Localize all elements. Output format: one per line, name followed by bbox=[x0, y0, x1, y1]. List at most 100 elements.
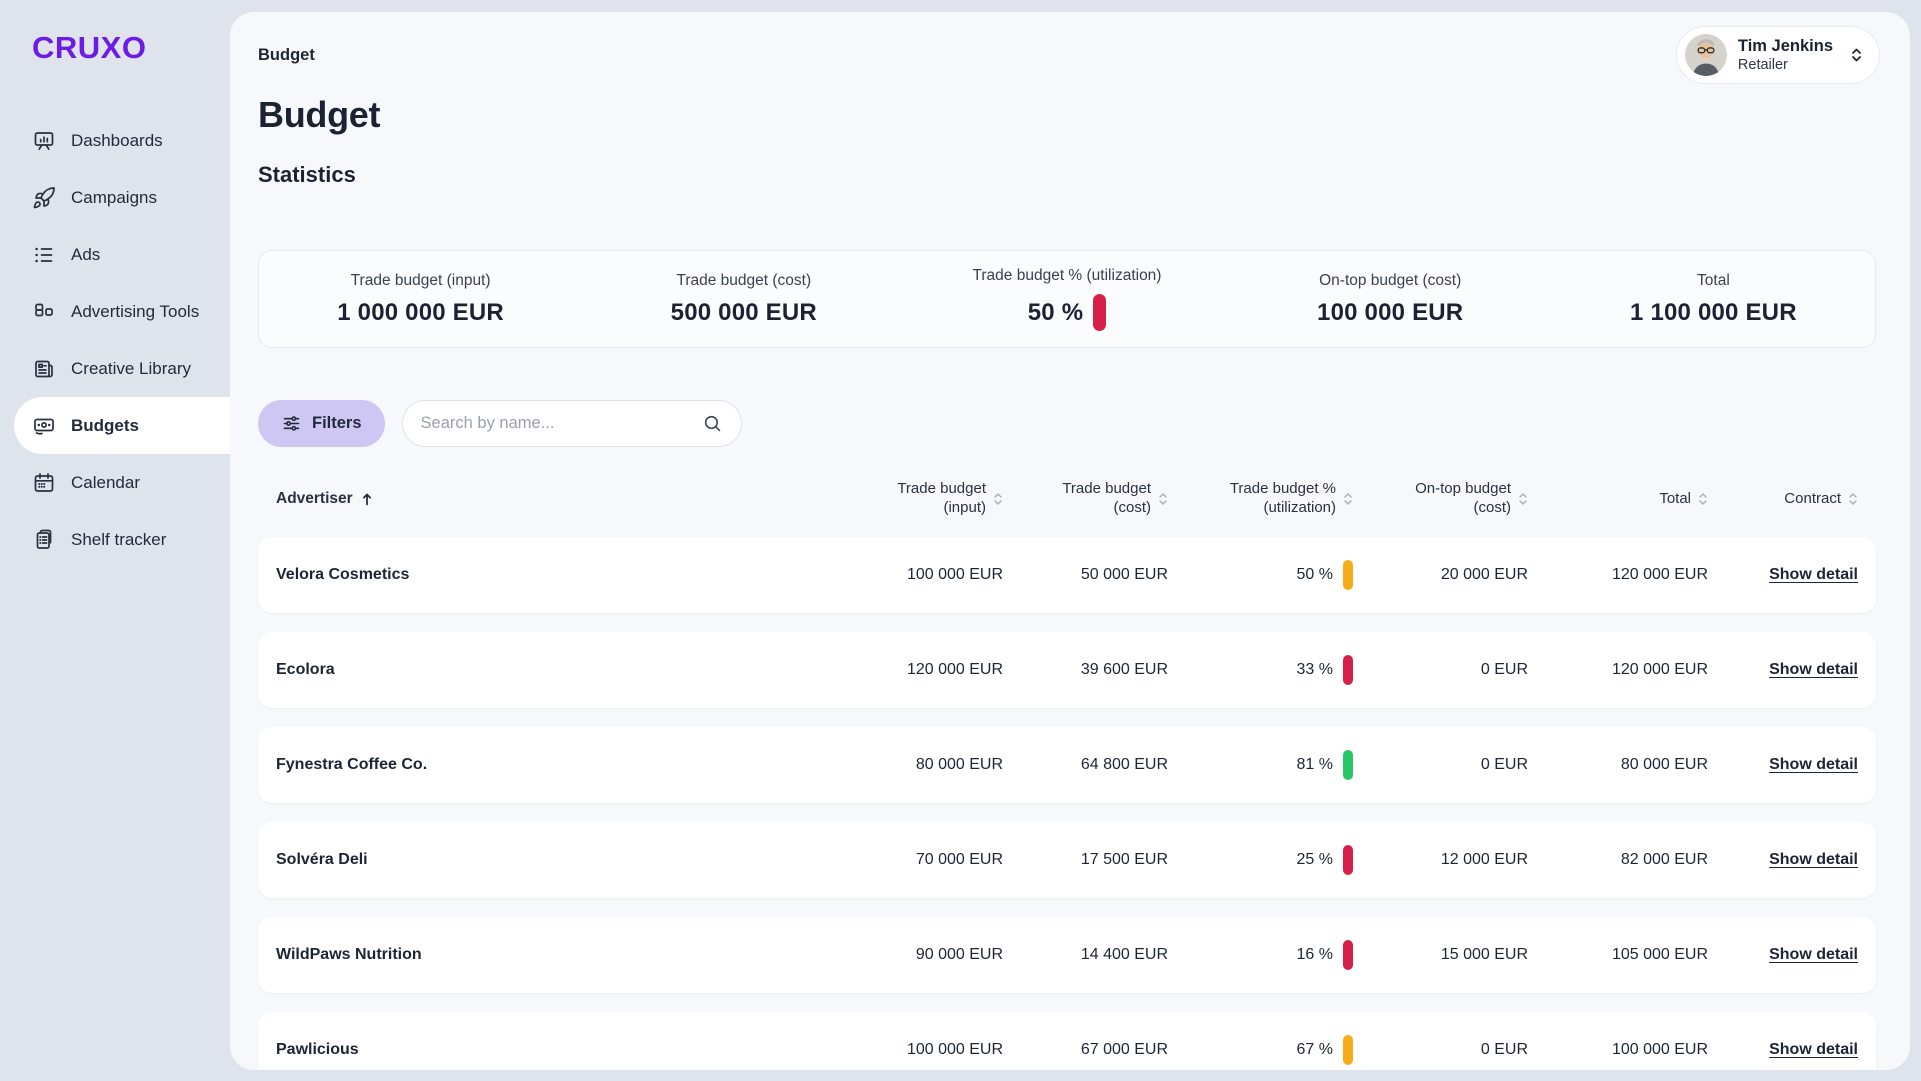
sidebar-item-calendar[interactable]: Calendar bbox=[0, 454, 230, 511]
utilization-value: 25 % bbox=[1296, 851, 1333, 868]
sidebar-item-creative-library[interactable]: Creative Library bbox=[0, 340, 230, 397]
sort-chevrons-icon bbox=[993, 491, 1003, 507]
cell-contract: Show detail bbox=[1708, 756, 1858, 774]
sidebar-item-label: Ads bbox=[71, 244, 101, 264]
sidebar-item-ads[interactable]: Ads bbox=[0, 226, 230, 283]
creative-library-icon bbox=[32, 357, 56, 381]
cell-total: 105 000 EUR bbox=[1611, 946, 1708, 963]
cell-contract: Show detail bbox=[1708, 946, 1858, 964]
column-header-trade-budget-utilization[interactable]: Trade budget % (utilization) bbox=[1168, 480, 1353, 518]
cell-utilization: 81 % bbox=[1168, 750, 1353, 780]
column-header-advertiser[interactable]: Advertiser bbox=[276, 489, 838, 508]
utilization-indicator bbox=[1343, 560, 1353, 590]
stat-value: 50 % bbox=[1027, 298, 1084, 326]
cell-total: 100 000 EUR bbox=[1611, 1041, 1708, 1058]
advertising-tools-icon bbox=[32, 300, 56, 324]
show-detail-link[interactable]: Show detail bbox=[1769, 1041, 1858, 1058]
cell-utilization: 50 % bbox=[1168, 560, 1353, 590]
show-detail-link[interactable]: Show detail bbox=[1769, 661, 1858, 678]
statistics-card: Trade budget (input) 1 000 000 EUR Trade… bbox=[258, 250, 1876, 348]
breadcrumb: Budget bbox=[258, 45, 315, 64]
sidebar-item-label: Creative Library bbox=[71, 358, 191, 378]
stat-item-on-top-budget-cost: On-top budget (cost) 100 000 EUR bbox=[1229, 272, 1552, 327]
sidebar: CRUXO Dashboards Campaigns Ads Advertisi… bbox=[0, 0, 230, 1081]
stat-item-trade-budget-cost: Trade budget (cost) 500 000 EUR bbox=[582, 272, 905, 327]
column-header-trade-budget-input[interactable]: Trade budget (input) bbox=[838, 480, 1003, 518]
statistics-heading: Statistics bbox=[258, 162, 356, 187]
sidebar-item-shelf-tracker[interactable]: Shelf tracker bbox=[0, 511, 230, 568]
sidebar-item-advertising-tools[interactable]: Advertising Tools bbox=[0, 283, 230, 340]
content: Budget Statistics Trade budget (input) 1… bbox=[230, 94, 1910, 1070]
cell-ontop-budget: 0 EUR bbox=[1480, 756, 1528, 773]
show-detail-link[interactable]: Show detail bbox=[1769, 851, 1858, 868]
cell-utilization: 25 % bbox=[1168, 845, 1353, 875]
search-icon bbox=[702, 413, 723, 434]
table-body: Velora Cosmetics 100 000 EUR 50 000 EUR … bbox=[258, 537, 1876, 1070]
cell-trade-budget-input: 80 000 EUR bbox=[915, 756, 1003, 773]
utilization-value: 33 % bbox=[1296, 661, 1333, 678]
page-title: Budget bbox=[258, 94, 381, 135]
utilization-indicator bbox=[1343, 655, 1353, 685]
cell-ontop-budget: 0 EUR bbox=[1480, 661, 1528, 678]
cell-advertiser: Pawlicious bbox=[276, 1041, 359, 1058]
cell-ontop-budget: 15 000 EUR bbox=[1440, 946, 1528, 963]
user-menu[interactable]: Tim Jenkins Retailer bbox=[1675, 26, 1880, 84]
cell-advertiser: Fynestra Coffee Co. bbox=[276, 756, 428, 773]
stat-label: Total bbox=[1697, 271, 1730, 289]
show-detail-link[interactable]: Show detail bbox=[1769, 756, 1858, 773]
sidebar-item-campaigns[interactable]: Campaigns bbox=[0, 169, 230, 226]
table-toolbar: Filters bbox=[258, 400, 1876, 447]
sort-chevrons-icon bbox=[1518, 491, 1528, 507]
table-row-fynestra-coffee-co: Fynestra Coffee Co. 80 000 EUR 64 800 EU… bbox=[258, 727, 1876, 803]
cell-advertiser: Solvéra Deli bbox=[276, 851, 368, 868]
cell-ontop-budget: 20 000 EUR bbox=[1440, 566, 1528, 583]
search-input[interactable] bbox=[420, 414, 702, 433]
table-row-solv-ra-deli: Solvéra Deli 70 000 EUR 17 500 EUR 25 % … bbox=[258, 822, 1876, 898]
cell-advertiser: Velora Cosmetics bbox=[276, 566, 410, 583]
cell-contract: Show detail bbox=[1708, 851, 1858, 869]
utilization-value: 81 % bbox=[1296, 756, 1333, 773]
cell-utilization: 16 % bbox=[1168, 940, 1353, 970]
stat-value: 1 100 000 EUR bbox=[1630, 298, 1797, 326]
cell-total: 82 000 EUR bbox=[1620, 851, 1708, 868]
utilization-indicator bbox=[1343, 1035, 1353, 1065]
utilization-value: 67 % bbox=[1296, 1041, 1333, 1058]
stat-value: 1 000 000 EUR bbox=[337, 298, 504, 326]
table-row-wildpaws-nutrition: WildPaws Nutrition 90 000 EUR 14 400 EUR… bbox=[258, 917, 1876, 993]
cell-trade-budget-cost: 17 500 EUR bbox=[1080, 851, 1168, 868]
cell-total: 120 000 EUR bbox=[1611, 566, 1708, 583]
column-header-total[interactable]: Total bbox=[1528, 490, 1708, 509]
cell-utilization: 33 % bbox=[1168, 655, 1353, 685]
sidebar-item-label: Budgets bbox=[71, 415, 139, 435]
cell-advertiser: Ecolora bbox=[276, 661, 335, 678]
utilization-indicator bbox=[1343, 750, 1353, 780]
calendar-icon bbox=[32, 471, 56, 495]
sidebar-item-budgets[interactable]: Budgets bbox=[14, 397, 230, 454]
show-detail-link[interactable]: Show detail bbox=[1769, 946, 1858, 963]
stat-value: 100 000 EUR bbox=[1317, 298, 1464, 326]
cell-trade-budget-cost: 14 400 EUR bbox=[1080, 946, 1168, 963]
table-header: Advertiser Trade budget (input) Trade bu… bbox=[258, 471, 1876, 527]
sort-chevrons-icon bbox=[1158, 491, 1168, 507]
budgets-icon bbox=[32, 414, 56, 438]
cell-contract: Show detail bbox=[1708, 566, 1858, 584]
cell-contract: Show detail bbox=[1708, 1041, 1858, 1059]
column-header-ontop-budget[interactable]: On-top budget (cost) bbox=[1353, 480, 1528, 518]
column-header-trade-budget-cost[interactable]: Trade budget (cost) bbox=[1003, 480, 1168, 518]
sort-chevrons-icon bbox=[1848, 491, 1858, 507]
user-role: Retailer bbox=[1737, 57, 1788, 74]
sidebar-item-label: Advertising Tools bbox=[71, 301, 200, 321]
stat-item-trade-budget-utilization: Trade budget % (utilization) 50 % bbox=[905, 267, 1228, 331]
shelf-tracker-icon bbox=[32, 528, 56, 552]
sidebar-item-label: Campaigns bbox=[71, 187, 157, 207]
cell-trade-budget-input: 100 000 EUR bbox=[906, 1041, 1003, 1058]
filters-button[interactable]: Filters bbox=[258, 400, 385, 447]
column-header-contract[interactable]: Contract bbox=[1708, 490, 1858, 509]
sidebar-item-label: Dashboards bbox=[71, 130, 163, 150]
sidebar-item-dashboards[interactable]: Dashboards bbox=[0, 112, 230, 169]
utilization-value: 16 % bbox=[1296, 946, 1333, 963]
campaigns-icon bbox=[32, 186, 56, 210]
cell-trade-budget-cost: 50 000 EUR bbox=[1080, 566, 1168, 583]
main-panel: Budget Tim Jenkins Retailer bbox=[230, 12, 1910, 1070]
show-detail-link[interactable]: Show detail bbox=[1769, 566, 1858, 583]
